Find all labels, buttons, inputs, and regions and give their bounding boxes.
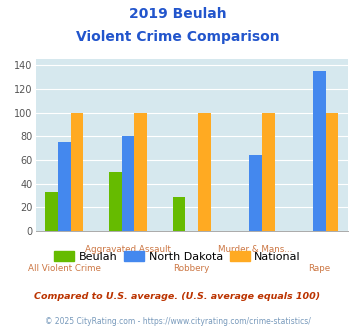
Text: Rape: Rape <box>308 264 330 273</box>
Text: 2019 Beulah: 2019 Beulah <box>129 7 226 20</box>
Bar <box>45 192 58 231</box>
Bar <box>198 113 211 231</box>
Text: Robbery: Robbery <box>174 264 210 273</box>
Bar <box>58 142 71 231</box>
Bar <box>71 113 83 231</box>
Bar <box>173 197 185 231</box>
Bar <box>109 172 121 231</box>
Legend: Beulah, North Dakota, National: Beulah, North Dakota, National <box>51 248 304 266</box>
Text: Aggravated Assault: Aggravated Assault <box>85 245 171 254</box>
Text: © 2025 CityRating.com - https://www.cityrating.com/crime-statistics/: © 2025 CityRating.com - https://www.city… <box>45 317 310 326</box>
Text: Violent Crime Comparison: Violent Crime Comparison <box>76 30 279 44</box>
Bar <box>313 71 326 231</box>
Text: All Violent Crime: All Violent Crime <box>28 264 100 273</box>
Text: Murder & Mans...: Murder & Mans... <box>218 245 293 254</box>
Bar <box>121 136 134 231</box>
Bar <box>134 113 147 231</box>
Text: Compared to U.S. average. (U.S. average equals 100): Compared to U.S. average. (U.S. average … <box>34 292 321 301</box>
Bar <box>249 155 262 231</box>
Bar <box>262 113 274 231</box>
Bar <box>326 113 338 231</box>
